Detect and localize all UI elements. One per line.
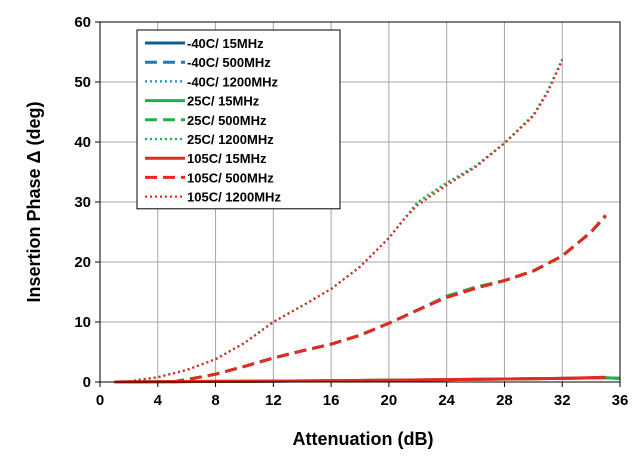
y-tick-label: 50 <box>74 74 91 91</box>
y-tick-label: 60 <box>74 14 91 31</box>
x-tick-label: 36 <box>612 392 629 409</box>
series-line-5 <box>128 58 564 383</box>
y-tick-label: 40 <box>74 134 91 151</box>
x-tick-label: 32 <box>554 392 571 409</box>
legend-label-5: 25C/ 1200MHz <box>187 132 274 147</box>
legend-label-0: -40C/ 15MHz <box>187 36 264 51</box>
x-tick-label: 20 <box>381 392 398 409</box>
y-axis-title: Insertion Phase Δ (deg) <box>24 102 44 303</box>
y-tick-label: 30 <box>74 194 91 211</box>
x-tick-label: 24 <box>438 392 455 409</box>
y-tick-label: 20 <box>74 254 91 271</box>
x-tick-label: 28 <box>496 392 513 409</box>
series-line-7 <box>171 214 607 384</box>
legend-label-8: 105C/ 1200MHz <box>187 190 281 205</box>
x-tick-label: 4 <box>154 392 163 409</box>
y-tick-label: 10 <box>74 314 91 331</box>
legend-label-1: -40C/ 500MHz <box>187 55 271 70</box>
legend-label-7: 105C/ 500MHz <box>187 170 274 185</box>
x-axis-title: Attenuation (dB) <box>293 429 434 449</box>
x-tick-label: 8 <box>211 392 219 409</box>
legend-label-3: 25C/ 15MHz <box>187 94 260 109</box>
y-tick-label: 0 <box>83 374 91 391</box>
ticks: 0 4 8 12 16 20 24 28 32 36 0 10 20 30 40 50 60 <box>74 14 628 409</box>
x-tick-label: 0 <box>96 392 104 409</box>
legend-label-4: 25C/ 500MHz <box>187 113 267 128</box>
legend: -40C/ 15MHz -40C/ 500MHz -40C/ 1200MHz 25C/… <box>136 29 341 210</box>
x-tick-label: 12 <box>265 392 282 409</box>
series-line-6 <box>114 375 606 384</box>
legend-label-2: -40C/ 1200MHz <box>187 74 279 89</box>
x-tick-label: 16 <box>323 392 340 409</box>
legend-label-6: 105C/ 15MHz <box>187 151 267 166</box>
